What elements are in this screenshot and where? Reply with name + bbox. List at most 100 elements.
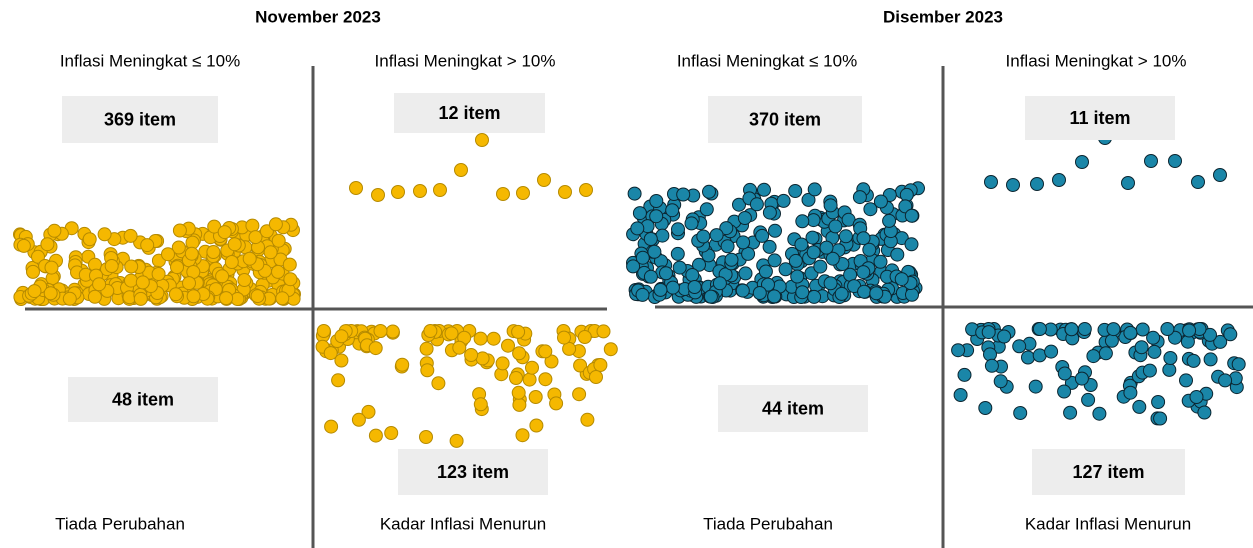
dot: [525, 360, 539, 375]
dot: [373, 324, 388, 338]
dot: [720, 239, 735, 254]
dot: [1168, 154, 1182, 168]
dot: [512, 346, 527, 361]
dot: [1179, 373, 1193, 388]
dot: [40, 237, 55, 252]
dot: [242, 251, 257, 266]
dot: [368, 341, 383, 356]
dot: [47, 223, 62, 238]
dot: [687, 280, 702, 294]
dot: [719, 221, 734, 236]
dot: [1086, 349, 1101, 364]
dot: [1146, 330, 1161, 345]
dot: [736, 235, 751, 250]
dot: [1123, 385, 1138, 400]
dot: [384, 426, 399, 440]
dot: [735, 283, 750, 298]
count-label: 48 item: [112, 389, 174, 409]
dot: [557, 330, 571, 345]
dot: [496, 187, 510, 201]
dot: [1218, 373, 1233, 388]
dot: [649, 209, 664, 224]
dot: [135, 275, 150, 290]
dot: [1142, 363, 1157, 378]
dot: [823, 198, 838, 213]
dot: [890, 247, 905, 262]
dot: [27, 284, 42, 299]
dot: [838, 229, 853, 244]
dot: [161, 247, 175, 262]
dot: [1132, 399, 1147, 414]
quadrant-label: Inflasi Meningkat ≤ 10%: [677, 51, 857, 70]
dot: [580, 412, 595, 427]
dot: [1006, 178, 1020, 192]
quadrant-label: Kadar Inflasi Menurun: [1025, 514, 1191, 533]
dot: [778, 262, 793, 277]
dot: [1121, 176, 1135, 190]
dot: [171, 240, 186, 255]
dot: [395, 357, 410, 372]
dot: [351, 412, 366, 427]
count-box: [1032, 449, 1185, 495]
dot: [685, 268, 700, 282]
dot: [371, 188, 385, 202]
dot: [227, 237, 242, 252]
dot: [643, 269, 658, 284]
dot: [250, 289, 265, 304]
dot: [862, 242, 877, 257]
quadrant-label: Inflasi Meningkat > 10%: [1006, 51, 1187, 70]
dot: [593, 358, 608, 372]
dot: [813, 259, 828, 274]
dot: [1147, 344, 1162, 359]
dot: [219, 291, 234, 306]
dot: [589, 370, 603, 384]
dot: [1213, 334, 1228, 349]
dot: [643, 232, 658, 246]
dot: [1144, 154, 1158, 168]
dot: [419, 430, 433, 444]
dot: [807, 182, 822, 197]
dot: [331, 373, 346, 388]
dot: [904, 208, 919, 223]
dot: [1098, 346, 1113, 361]
dot: [649, 194, 664, 208]
dot: [894, 272, 909, 287]
dot: [856, 265, 871, 280]
dot: [215, 269, 230, 284]
dot: [562, 341, 577, 356]
dot: [349, 181, 363, 195]
dot: [1151, 395, 1166, 409]
dot: [140, 238, 155, 253]
dot: [873, 194, 888, 209]
quadrant-label: Kadar Inflasi Menurun: [380, 514, 546, 533]
dot: [732, 197, 746, 212]
dot: [794, 237, 809, 252]
dot: [528, 390, 543, 404]
dot: [271, 264, 285, 279]
dot: [501, 338, 515, 353]
dot: [473, 397, 488, 412]
dot: [275, 291, 290, 306]
count-label: 12 item: [438, 103, 500, 123]
dot: [596, 324, 611, 339]
dot: [752, 286, 767, 300]
dot: [511, 324, 526, 339]
dot: [385, 324, 400, 339]
dot: [1160, 322, 1175, 336]
dot: [984, 175, 998, 189]
dot: [538, 372, 553, 387]
dot: [819, 240, 834, 255]
dot: [16, 238, 31, 253]
dot: [124, 273, 138, 288]
dot: [1197, 405, 1212, 420]
dot: [768, 223, 782, 238]
dot: [509, 371, 523, 385]
dot: [431, 376, 446, 391]
dot: [1012, 339, 1027, 354]
count-box: [394, 93, 545, 133]
dot: [245, 218, 260, 233]
dot: [981, 325, 996, 340]
dot: [1162, 362, 1177, 377]
dot: [271, 233, 286, 248]
dot: [368, 428, 383, 443]
